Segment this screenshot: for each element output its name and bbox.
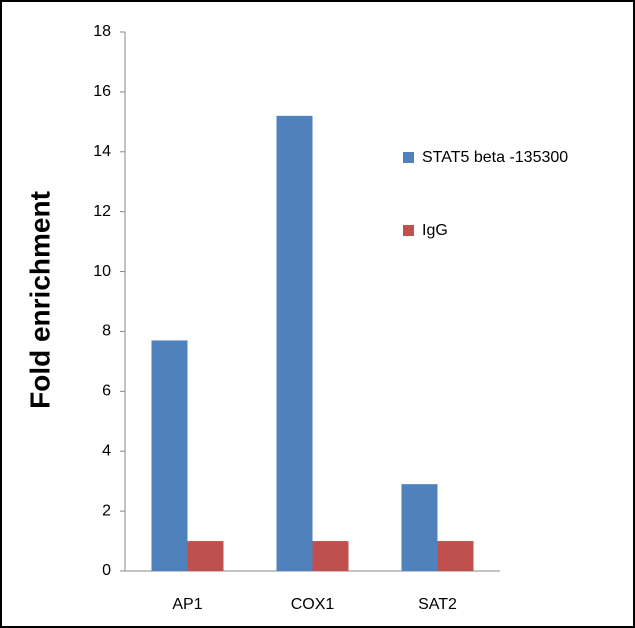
bar xyxy=(276,115,313,571)
y-tick-label: 0 xyxy=(102,562,111,579)
y-tick-label: 14 xyxy=(93,143,111,160)
bar xyxy=(187,541,224,571)
bar xyxy=(151,340,188,571)
y-tick-label: 2 xyxy=(102,502,111,519)
y-tick-label: 18 xyxy=(93,23,111,40)
y-tick-label: 12 xyxy=(93,203,111,220)
bar xyxy=(401,484,438,571)
y-tick-label: 10 xyxy=(93,263,111,280)
legend-label: STAT5 beta -135300 xyxy=(422,149,568,166)
x-tick-label: COX1 xyxy=(291,596,335,613)
y-axis-label: Fold enrichment xyxy=(24,191,55,409)
legend-label: IgG xyxy=(422,222,448,239)
x-tick-label: SAT2 xyxy=(418,596,457,613)
bar xyxy=(437,541,474,571)
y-tick-label: 16 xyxy=(93,83,111,100)
bar xyxy=(312,541,349,571)
x-tick-label: AP1 xyxy=(172,596,202,613)
y-tick-label: 8 xyxy=(102,323,111,340)
y-tick-label: 6 xyxy=(102,383,111,400)
legend-swatch xyxy=(403,225,414,236)
legend-swatch xyxy=(403,152,414,163)
y-tick-label: 4 xyxy=(102,442,111,459)
